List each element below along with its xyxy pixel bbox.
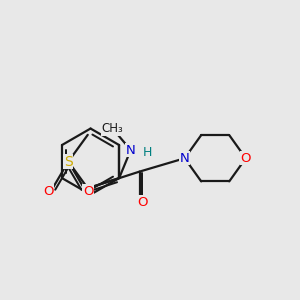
Text: O: O (138, 196, 148, 209)
Text: O: O (83, 185, 93, 198)
Text: S: S (64, 154, 73, 169)
Text: N: N (126, 143, 136, 157)
Text: N: N (180, 152, 190, 165)
Text: H: H (143, 146, 153, 159)
Text: O: O (241, 152, 251, 165)
Text: CH₃: CH₃ (102, 122, 123, 135)
Text: O: O (43, 185, 54, 198)
